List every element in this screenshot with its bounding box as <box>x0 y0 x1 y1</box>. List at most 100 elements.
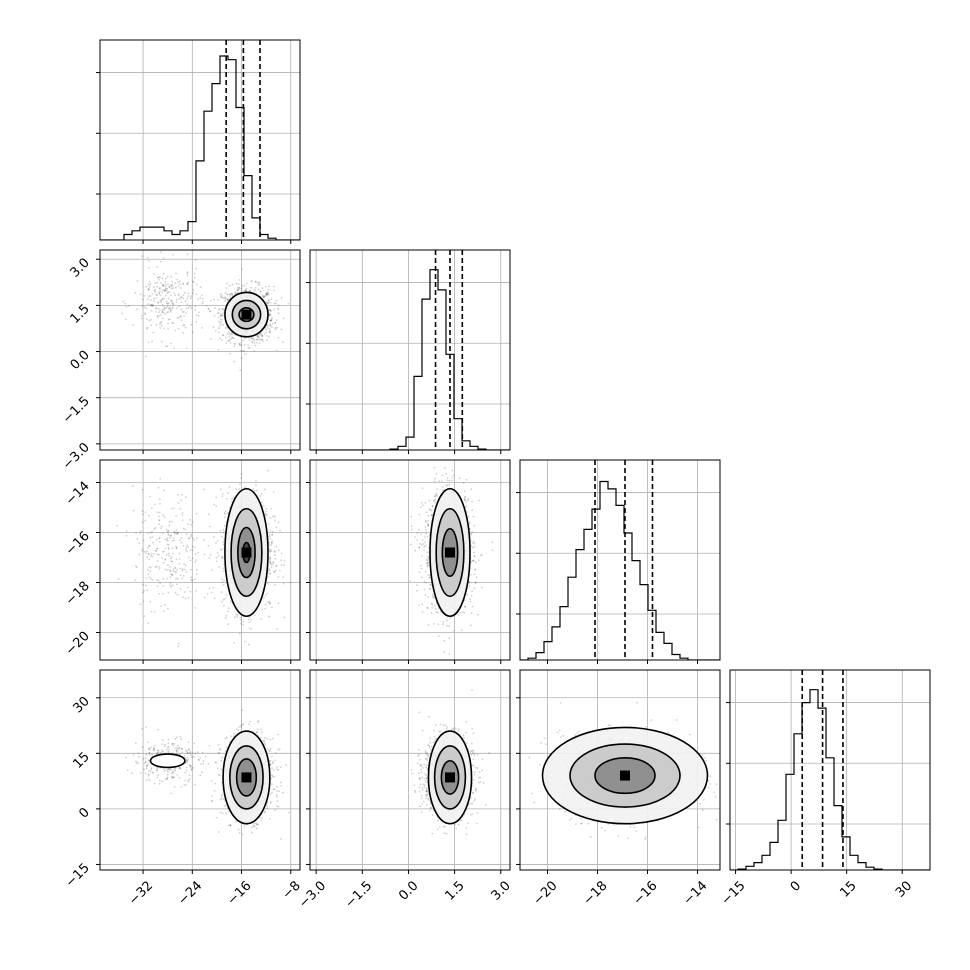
scatter-point <box>175 577 177 580</box>
scatter-point <box>280 785 283 787</box>
scatter-point <box>274 515 276 518</box>
scatter-point <box>160 299 163 302</box>
scatter-point <box>270 566 273 569</box>
scatter-point <box>199 286 202 289</box>
scatter-point <box>208 557 211 559</box>
scatter-point <box>219 314 222 317</box>
scatter-point <box>173 539 176 542</box>
scatter-point <box>247 344 250 346</box>
scatter-point <box>144 511 147 514</box>
scatter-point <box>473 542 476 545</box>
scatter-point <box>471 605 474 608</box>
scatter-point <box>220 294 223 297</box>
scatter-point <box>187 281 190 284</box>
scatter-point <box>162 532 164 534</box>
scatter-point <box>418 528 420 531</box>
scatter-point <box>414 549 417 552</box>
scatter-point <box>426 523 429 525</box>
scatter-point <box>211 569 213 572</box>
scatter-point <box>157 316 159 318</box>
scatter-point <box>236 613 239 616</box>
scatter-point <box>269 763 272 766</box>
scatter-point <box>263 596 265 599</box>
scatter-point <box>193 272 196 275</box>
scatter-point <box>175 298 178 301</box>
scatter-point <box>240 357 243 359</box>
scatter-point <box>150 318 153 321</box>
scatter-point <box>179 508 182 510</box>
scatter-point <box>156 547 159 550</box>
scatter-point <box>472 542 474 544</box>
scatter-point <box>274 326 277 329</box>
scatter-point <box>160 301 163 304</box>
scatter-point <box>160 320 163 323</box>
scatter-point <box>271 563 273 566</box>
scatter-point <box>240 344 243 347</box>
scatter-point <box>155 550 158 552</box>
scatter-point <box>424 541 426 544</box>
scatter-point <box>215 556 218 559</box>
scatter-point <box>183 324 186 326</box>
scatter-point <box>159 502 161 505</box>
scatter-point <box>142 600 145 603</box>
scatter-point <box>442 623 445 626</box>
scatter-point <box>260 492 263 495</box>
scatter-point <box>470 561 473 563</box>
scatter-point <box>429 588 432 590</box>
scatter-point <box>246 282 248 285</box>
scatter-point <box>268 749 271 752</box>
scatter-point <box>224 296 227 298</box>
scatter-point <box>269 562 272 565</box>
scatter-point <box>158 519 161 521</box>
scatter-point <box>186 271 189 273</box>
scatter-point <box>277 312 280 315</box>
scatter-point <box>272 737 274 740</box>
scatter-point <box>194 553 197 556</box>
scatter-point <box>468 585 471 587</box>
scatter-point <box>171 322 174 325</box>
scatter-point <box>260 819 263 821</box>
scatter-point <box>167 318 170 321</box>
scatter-point <box>172 568 175 571</box>
scatter-point <box>268 309 271 312</box>
scatter-point <box>167 552 170 555</box>
panel-frame <box>99 249 301 451</box>
scatter-point <box>164 278 167 280</box>
scatter-point <box>435 611 438 613</box>
scatter-point <box>219 811 222 814</box>
scatter-point <box>416 589 418 592</box>
scatter-point <box>186 295 189 297</box>
scatter-point <box>268 313 271 316</box>
scatter-point <box>164 288 167 290</box>
contour-line <box>441 527 459 578</box>
scatter-point <box>243 344 246 346</box>
scatter-point <box>229 342 232 344</box>
scatter-point <box>159 287 161 289</box>
scatter-point <box>146 550 148 553</box>
scatter-point <box>235 613 237 616</box>
scatter-point <box>146 257 149 259</box>
scatter-point <box>153 273 156 275</box>
scatter-point <box>470 533 472 536</box>
scatter-point <box>472 559 475 562</box>
scatter-point <box>436 494 438 497</box>
scatter-point <box>264 736 266 739</box>
scatter-point <box>210 779 213 782</box>
scatter-point <box>270 777 273 780</box>
scatter-point <box>169 309 172 312</box>
scatter-point <box>168 291 171 293</box>
scatter-point <box>236 289 239 291</box>
scatter-point <box>420 544 423 546</box>
scatter-point <box>136 537 139 540</box>
scatter-point <box>427 596 430 599</box>
scatter-point <box>121 312 124 315</box>
contour-line <box>435 507 465 598</box>
scatter-point <box>273 570 275 573</box>
scatter-point <box>179 283 182 286</box>
scatter-point <box>263 333 266 335</box>
scatter-point <box>218 320 220 323</box>
scatter-point <box>432 500 435 503</box>
scatter-point <box>173 531 176 534</box>
scatter-point <box>223 570 225 573</box>
scatter-point <box>282 582 285 585</box>
